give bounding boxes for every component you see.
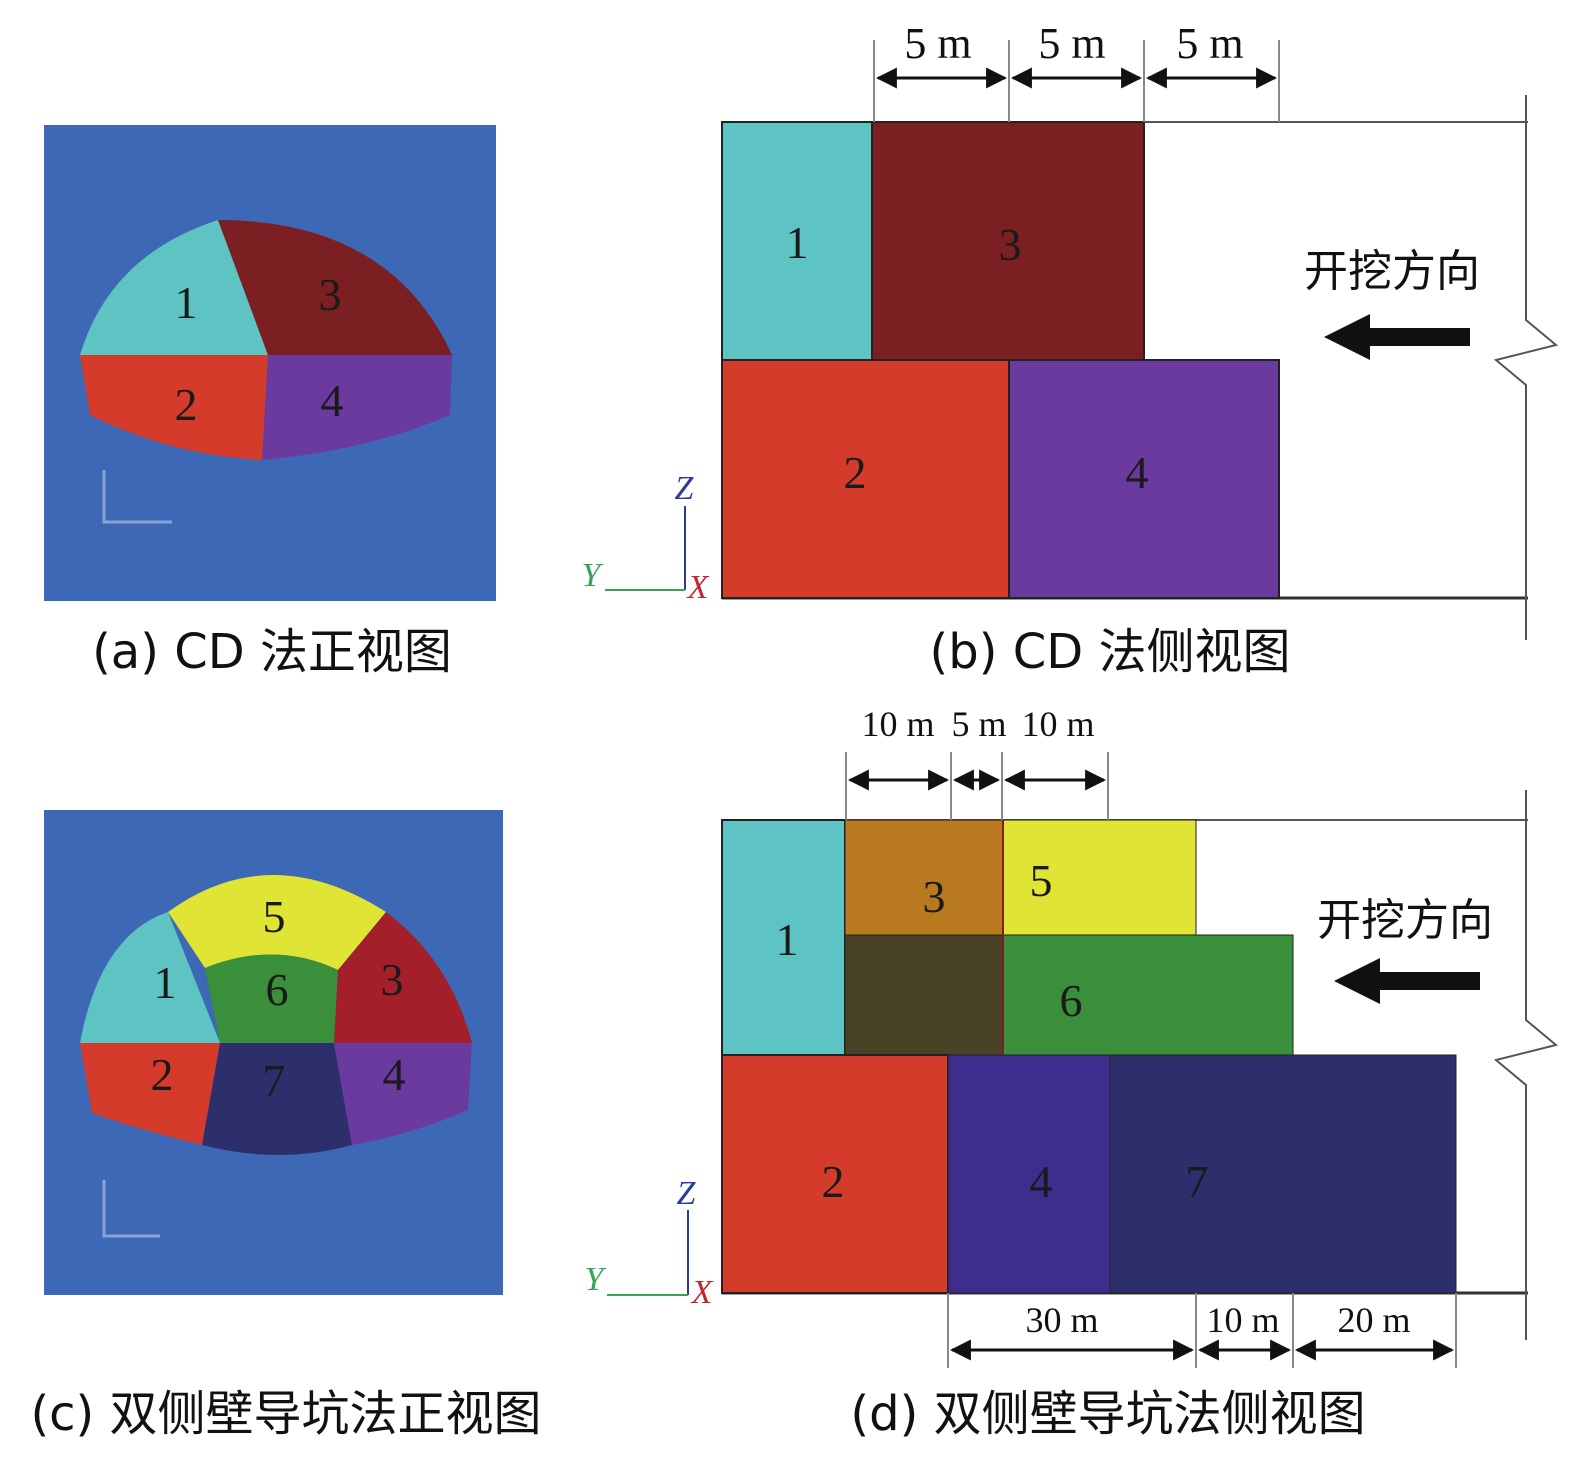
panel-c-label-7: 7: [263, 1055, 286, 1106]
panel-d-top-dim-label-2: 5 m: [951, 704, 1006, 744]
panel-c-region-1: [80, 912, 220, 1043]
panel-d-direction-arrow: [1334, 958, 1480, 1004]
panel-b-z-axis-label: Z: [675, 470, 695, 507]
panel-b-block-4: [1008, 359, 1280, 599]
panel-c-label-1: 1: [154, 957, 177, 1008]
panel-d-top-dimension-lines: [845, 752, 1109, 820]
panel-b-dim-label-3: 5 m: [1176, 19, 1243, 68]
panel-b-y-axis-label: Y: [582, 557, 604, 594]
panel-c-region-2: [80, 1043, 220, 1145]
panel-c-axis-triad: [102, 1180, 160, 1238]
panel-b-block-label-2: 2: [844, 447, 867, 498]
panel-a-label-4: 4: [321, 375, 344, 426]
panel-b-block-1: [721, 121, 873, 361]
panel-d-block-label-5: 5: [1030, 855, 1053, 906]
panel-d-block-4: [947, 1054, 1111, 1294]
panel-a-label-2: 2: [175, 379, 198, 430]
panel-c-label-2: 2: [151, 1049, 174, 1100]
panel-a-region-2: [80, 355, 268, 460]
panel-a-label-1: 1: [175, 277, 198, 328]
panel-c-region-3: [334, 912, 472, 1043]
panel-b-direction-label: 开挖方向: [1304, 246, 1480, 297]
panel-d-caption: (d) 双侧壁导坑法侧视图: [850, 1386, 1365, 1442]
panel-b-dimension-lines: [873, 40, 1280, 122]
panel-d-block-6-overlap: [844, 934, 1004, 1056]
panel-d-block-6: [1002, 934, 1294, 1056]
panel-c-label-6: 6: [266, 964, 289, 1015]
panel-b: 1 2 3 4 5 m 5 m 5 m 开挖方向 Z Y X (b) CD 法侧…: [582, 19, 1559, 680]
panel-c-label-3: 3: [381, 954, 404, 1005]
panel-d: 1 2 3 4 5 6 7 10 m 5 m 10 m: [585, 704, 1559, 1442]
panel-c-region-5: [168, 875, 386, 970]
panel-d-z-axis-label: Z: [677, 1175, 697, 1212]
panel-c-region-6: [205, 954, 338, 1043]
panel-d-block-3: [844, 819, 1004, 936]
panel-c-label-4: 4: [383, 1049, 406, 1100]
panel-d-block-label-1: 1: [776, 914, 799, 965]
panel-b-block-2: [721, 359, 1010, 599]
panel-d-block-label-6: 6: [1060, 975, 1083, 1026]
panel-d-block-7: [1109, 1054, 1457, 1294]
panel-c-region-4: [334, 1043, 472, 1145]
panel-c-caption: (c) 双侧壁导坑法正视图: [30, 1386, 541, 1442]
panel-b-block-label-3: 3: [999, 219, 1022, 270]
panel-b-block-label-4: 4: [1126, 447, 1149, 498]
panel-d-bottom-dim-label-1: 30 m: [1025, 1300, 1098, 1340]
panel-d-bottom-dimension-lines: [947, 1293, 1457, 1368]
panel-c: 1 2 3 4 5 6 7 (c) 双侧壁导坑法正视图: [30, 810, 542, 1442]
panel-a-caption: (a) CD 法正视图: [92, 624, 452, 680]
panel-b-caption: (b) CD 法侧视图: [930, 624, 1291, 680]
panel-d-y-axis-label: Y: [585, 1261, 607, 1298]
panel-a-region-4: [262, 355, 452, 460]
panel-b-direction-arrow: [1324, 314, 1470, 360]
panel-d-block-label-4: 4: [1030, 1156, 1053, 1207]
panel-b-break-line: [1493, 95, 1559, 640]
panel-d-block-label-7: 7: [1186, 1156, 1209, 1207]
panel-a: 1 2 3 4 (a) CD 法正视图: [44, 125, 496, 680]
panel-b-block-3: [871, 121, 1145, 361]
panel-d-top-dim-label-1: 10 m: [861, 704, 934, 744]
panel-d-bottom-dim-label-3: 20 m: [1337, 1300, 1410, 1340]
panel-b-dim-label-2: 5 m: [1038, 19, 1105, 68]
panel-d-break-line: [1493, 790, 1559, 1340]
panel-b-dim-label-1: 5 m: [904, 19, 971, 68]
panel-a-region-1: [80, 220, 268, 355]
panel-a-label-3: 3: [319, 269, 342, 320]
panel-b-block-label-1: 1: [786, 217, 809, 268]
panel-d-direction-label: 开挖方向: [1317, 895, 1493, 946]
panel-a-axis-triad: [102, 470, 172, 524]
panel-d-block-1: [721, 819, 846, 1056]
panel-d-block-5: [1002, 819, 1197, 936]
panel-d-block-label-3: 3: [923, 871, 946, 922]
panel-d-bottom-dim-label-2: 10 m: [1206, 1300, 1279, 1340]
panel-a-region-3: [218, 220, 452, 355]
panel-c-label-5: 5: [263, 891, 286, 942]
panel-b-x-axis-label: X: [686, 569, 710, 606]
panel-d-block-label-2: 2: [822, 1156, 845, 1207]
panel-d-block-2: [721, 1054, 949, 1294]
panel-d-x-axis-label: X: [690, 1274, 714, 1311]
panel-d-top-dim-label-3: 10 m: [1021, 704, 1094, 744]
panel-c-region-7: [202, 1043, 352, 1155]
